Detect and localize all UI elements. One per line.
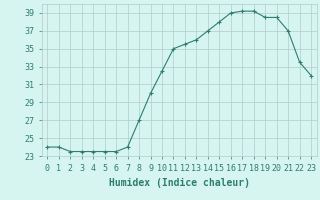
X-axis label: Humidex (Indice chaleur): Humidex (Indice chaleur) — [109, 178, 250, 188]
